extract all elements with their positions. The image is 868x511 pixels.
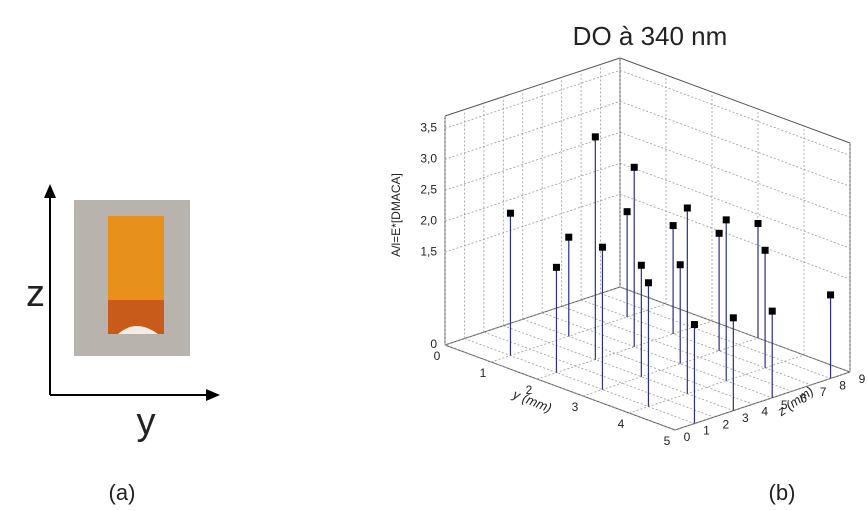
value-tick-label: 3,5 xyxy=(420,121,437,135)
z-tick-label: 8 xyxy=(839,379,846,393)
marker xyxy=(506,209,514,217)
marker xyxy=(630,163,638,171)
marker xyxy=(623,208,631,216)
grid-line xyxy=(619,286,851,373)
marker xyxy=(552,263,560,271)
grid-line xyxy=(444,100,621,160)
grid-line xyxy=(444,344,676,431)
grid-line xyxy=(619,131,851,218)
grid-line xyxy=(561,305,792,392)
z-tick-label: 7 xyxy=(820,385,827,399)
marker xyxy=(565,233,573,241)
marker xyxy=(683,204,691,212)
marker xyxy=(761,246,769,254)
grid-line xyxy=(619,70,851,156)
marker xyxy=(827,291,835,299)
y-label: y xyxy=(137,401,156,443)
value-tick-label: 2,5 xyxy=(420,182,437,196)
grid-line xyxy=(674,371,851,431)
grid-line xyxy=(542,312,773,399)
grid-line xyxy=(522,318,753,405)
caption-a: (a) xyxy=(109,480,136,505)
grid-line xyxy=(628,354,805,414)
z-tick-label: 5 xyxy=(781,398,788,412)
grid-line xyxy=(580,299,812,386)
z-tick-label: 3 xyxy=(742,411,749,425)
axis-frame xyxy=(619,57,851,144)
y-arrowhead xyxy=(206,389,220,401)
grid-line xyxy=(444,69,621,129)
y-tick-label: 4 xyxy=(618,417,625,431)
marker xyxy=(729,314,737,322)
y-tick-label: 3 xyxy=(572,400,579,414)
axis-frame xyxy=(444,57,621,117)
grid-line xyxy=(444,131,621,191)
z-arrowhead xyxy=(44,184,56,198)
marker xyxy=(591,133,599,141)
marker xyxy=(669,222,677,230)
panel-a: z y (a) xyxy=(26,184,220,505)
z-tick-label: 9 xyxy=(859,372,866,386)
grid-line xyxy=(490,303,667,363)
y-tick-label: 2 xyxy=(526,383,533,397)
grid-line xyxy=(483,331,715,418)
grid-line xyxy=(600,293,831,379)
grid-line xyxy=(464,338,695,424)
marker xyxy=(722,216,730,224)
value-axis-label: A/l=E*[DMACA] xyxy=(389,173,403,257)
value-tick-label: 3,0 xyxy=(420,151,437,165)
grid-line xyxy=(582,337,759,397)
grid-line xyxy=(619,100,851,187)
marker xyxy=(598,243,606,251)
y-tick-label: 0 xyxy=(434,349,441,363)
marker xyxy=(676,261,684,269)
marker xyxy=(690,321,698,329)
sample-tip xyxy=(118,326,158,334)
chart-title: DO à 340 nm xyxy=(573,21,728,51)
marker xyxy=(644,279,652,287)
y-tick-label: 1 xyxy=(480,366,487,380)
grid-line xyxy=(444,162,621,222)
z-tick-label: 6 xyxy=(800,392,807,406)
grid-line xyxy=(444,193,621,253)
z-tick-label: 2 xyxy=(723,417,730,431)
grid-line xyxy=(619,193,851,280)
y-tick-label: 5 xyxy=(664,434,671,448)
z-tick-label: 0 xyxy=(684,430,691,444)
marker xyxy=(637,261,645,269)
caption-b: (b) xyxy=(769,480,796,505)
grid-line xyxy=(444,286,621,346)
z-label: z xyxy=(26,273,45,315)
z-tick-label: 1 xyxy=(703,424,710,438)
marker xyxy=(715,229,723,237)
value-tick-label: 1,5 xyxy=(420,244,437,258)
marker xyxy=(754,220,762,227)
marker xyxy=(768,307,776,315)
z-tick-label: 4 xyxy=(761,404,768,418)
value-tick-label: 0 xyxy=(430,337,437,351)
grid-line xyxy=(536,320,713,380)
grid-line xyxy=(619,162,851,249)
value-tick-label: 2,0 xyxy=(420,213,437,227)
